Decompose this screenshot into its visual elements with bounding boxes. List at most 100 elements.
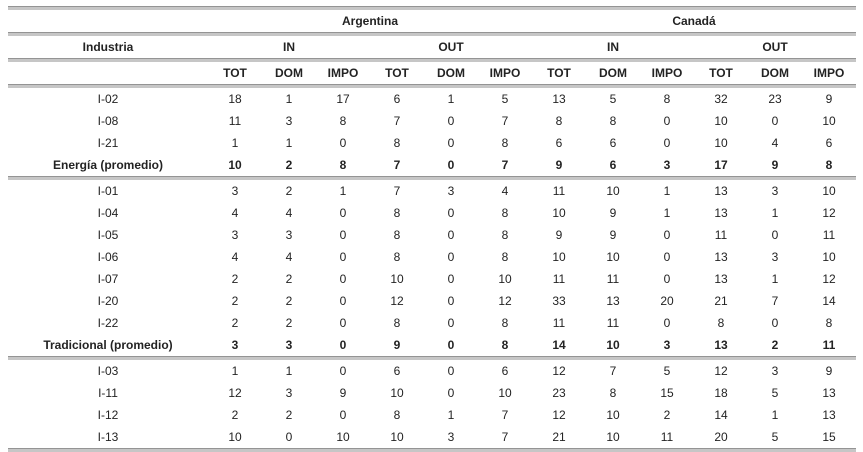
- value-cell: 12: [498, 294, 512, 308]
- value-cell: 11: [606, 272, 620, 286]
- value-cell: 7: [393, 158, 401, 172]
- value-cell: 10: [390, 430, 404, 444]
- value-cell: 1: [339, 184, 347, 198]
- measure-header: IMPO: [813, 66, 845, 80]
- value-cell: 7: [501, 114, 509, 128]
- divider-line: [8, 84, 856, 88]
- value-cell: 0: [339, 136, 347, 150]
- value-cell: 8: [339, 158, 347, 172]
- value-cell: 11: [822, 338, 836, 352]
- divider-line: [8, 6, 856, 10]
- value-cell: 21: [552, 430, 566, 444]
- value-cell: 12: [552, 408, 566, 422]
- value-cell: 10: [552, 250, 566, 264]
- value-cell: 9: [609, 228, 617, 242]
- table-row: I-08 11 3 8 7 0 7 8 8 0 10 0 10: [8, 110, 856, 132]
- value-cell: 4: [231, 250, 239, 264]
- measure-header: IMPO: [651, 66, 683, 80]
- industry-table: Argentina Canadá Industria IN OUT IN OUT…: [8, 6, 856, 452]
- value-cell: 0: [447, 136, 455, 150]
- value-cell: 2: [285, 158, 293, 172]
- value-cell: 0: [771, 228, 779, 242]
- value-cell: 8: [393, 136, 401, 150]
- value-cell: 13: [714, 250, 728, 264]
- table-row: I-12 2 2 0 8 1 7 12 10 2 14 1 13: [8, 404, 856, 426]
- value-cell: 10: [228, 430, 242, 444]
- value-cell: 0: [447, 316, 455, 330]
- value-cell: 2: [231, 408, 239, 422]
- value-cell: 3: [447, 184, 455, 198]
- table-row: I-07 2 2 0 10 0 10 11 11 0 13 1 12: [8, 268, 856, 290]
- value-cell: 8: [393, 408, 401, 422]
- divider-line: [8, 32, 856, 36]
- value-cell: 7: [501, 430, 509, 444]
- country-header-argentina: Argentina: [341, 14, 398, 28]
- measure-header: DOM: [437, 66, 465, 80]
- value-cell: 4: [285, 206, 293, 220]
- value-cell: 8: [393, 316, 401, 330]
- header-rule: [8, 84, 856, 88]
- direction-header-row: Industria IN OUT IN OUT: [8, 36, 856, 58]
- table-row: I-22 2 2 0 8 0 8 11 11 0 8 0 8: [8, 312, 856, 334]
- value-cell: 10: [606, 408, 620, 422]
- value-cell: 9: [555, 158, 563, 172]
- value-cell: 3: [663, 158, 671, 172]
- table-row: I-20 2 2 0 12 0 12 33 13 20 21 7 14: [8, 290, 856, 312]
- value-cell: 8: [555, 114, 563, 128]
- table-row: I-02 18 1 17 6 1 5 13 5 8 32 23 9: [8, 88, 856, 110]
- value-cell: 9: [609, 206, 617, 220]
- value-cell: 11: [552, 184, 566, 198]
- value-cell: 23: [768, 92, 782, 106]
- section-divider: [8, 356, 856, 360]
- value-cell: 1: [771, 408, 779, 422]
- industry-cell: I-12: [97, 408, 119, 422]
- industry-cell: I-08: [97, 114, 119, 128]
- industry-cell: I-11: [98, 386, 118, 400]
- value-cell: 0: [663, 250, 671, 264]
- value-cell: 0: [339, 338, 347, 352]
- value-cell: 8: [501, 250, 509, 264]
- direction-header-canada-out: OUT: [762, 40, 788, 54]
- value-cell: 0: [447, 386, 455, 400]
- value-cell: 3: [285, 338, 293, 352]
- measure-header: TOT: [223, 66, 247, 80]
- table-body: I-02 18 1 17 6 1 5 13 5 8 32 23 9 I-08 11 3 8 7 0 7 8 8 0 10 0 10…: [8, 88, 856, 452]
- table-row: I-06 4 4 0 8 0 8 10 10 0 13 3 10: [8, 246, 856, 268]
- value-cell: 11: [822, 228, 836, 242]
- measure-header: TOT: [709, 66, 733, 80]
- measure-header: TOT: [547, 66, 571, 80]
- industry-cell: I-13: [97, 430, 119, 444]
- value-cell: 11: [552, 316, 566, 330]
- value-cell: 10: [714, 136, 728, 150]
- value-cell: 10: [336, 430, 350, 444]
- table-row: I-05 3 3 0 8 0 8 9 9 0 11 0 11: [8, 224, 856, 246]
- table-header: Argentina Canadá Industria IN OUT IN OUT…: [8, 6, 856, 88]
- value-cell: 8: [393, 250, 401, 264]
- value-cell: 13: [606, 294, 620, 308]
- industry-header: Industria: [82, 40, 134, 54]
- value-cell: 10: [606, 184, 620, 198]
- value-cell: 7: [501, 158, 509, 172]
- value-cell: 13: [714, 206, 728, 220]
- industry-cell: I-05: [97, 228, 119, 242]
- value-cell: 1: [447, 408, 455, 422]
- value-cell: 3: [285, 228, 293, 242]
- value-cell: 12: [552, 364, 566, 378]
- measure-header: IMPO: [327, 66, 359, 80]
- header-rule: [8, 32, 856, 36]
- value-cell: 9: [771, 158, 779, 172]
- value-cell: 13: [822, 408, 836, 422]
- measure-header: DOM: [761, 66, 789, 80]
- value-cell: 0: [663, 136, 671, 150]
- value-cell: 10: [714, 114, 728, 128]
- value-cell: 33: [552, 294, 566, 308]
- table-row: Tradicional (promedio) 3 3 0 9 0 8 14 10 3 13 2 11: [8, 334, 856, 356]
- value-cell: 0: [339, 250, 347, 264]
- value-cell: 0: [663, 316, 671, 330]
- value-cell: 14: [714, 408, 728, 422]
- value-cell: 1: [285, 136, 293, 150]
- value-cell: 0: [663, 272, 671, 286]
- value-cell: 0: [447, 158, 455, 172]
- value-cell: 2: [285, 272, 293, 286]
- value-cell: 13: [714, 184, 728, 198]
